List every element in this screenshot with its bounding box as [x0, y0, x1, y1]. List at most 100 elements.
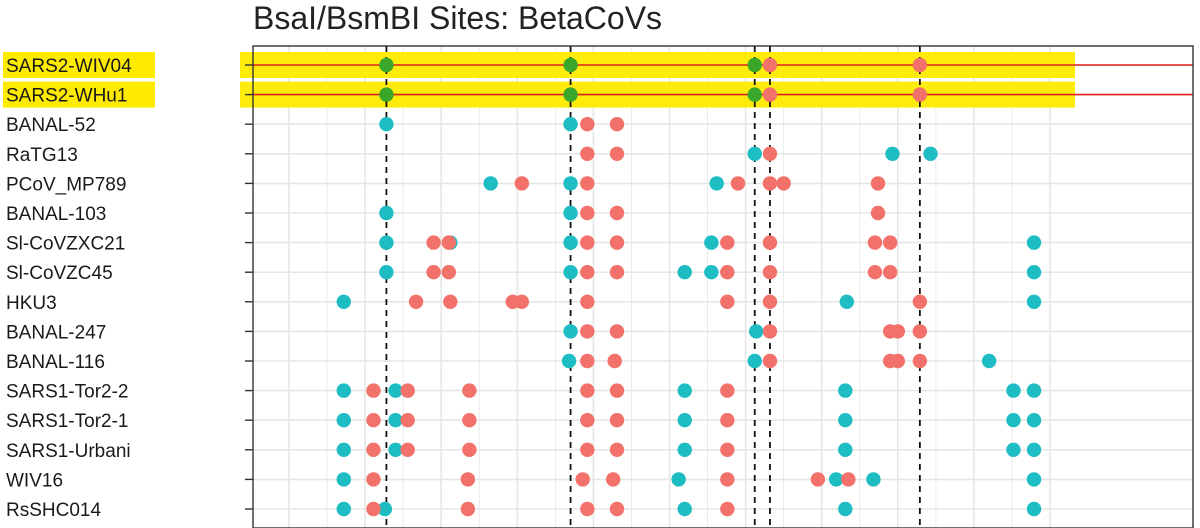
data-point-salmon [609, 235, 625, 250]
data-point-salmon [366, 472, 381, 487]
data-point-salmon [580, 442, 595, 457]
y-tick-label: RaTG13 [6, 145, 78, 166]
y-tick-label: BANAL-52 [6, 115, 96, 136]
y-tick-label: SARS2-WIV04 [6, 56, 132, 77]
y-tick-label: BANAL-247 [6, 322, 106, 343]
data-point-salmon [580, 324, 595, 339]
data-point-salmon [580, 383, 595, 398]
data-point-salmon [400, 442, 415, 457]
data-point-salmon [607, 353, 622, 369]
data-point-teal [563, 265, 578, 280]
data-point-teal [388, 383, 403, 398]
data-point-salmon [720, 235, 735, 250]
data-point-teal [561, 353, 577, 369]
data-point-teal [1026, 442, 1042, 457]
y-tick-label: RsSHC014 [6, 500, 101, 521]
data-point-salmon [730, 176, 746, 191]
data-point-salmon [762, 235, 778, 250]
data-point-teal [563, 117, 578, 132]
data-point-teal [336, 501, 351, 517]
data-point-salmon [462, 413, 477, 428]
data-point-salmon [366, 413, 381, 428]
data-point-teal [563, 176, 578, 191]
data-point-salmon [580, 146, 595, 161]
y-tick-label: BANAL-116 [6, 352, 105, 373]
data-point-salmon [912, 57, 928, 73]
plot-border [252, 45, 1194, 528]
data-point-salmon [580, 413, 595, 428]
y-tick-label: Sl-CoVZXC21 [6, 234, 125, 255]
data-point-teal [379, 117, 394, 132]
data-point-salmon [580, 353, 595, 369]
data-point-green [747, 87, 762, 102]
data-point-salmon [912, 87, 928, 102]
data-point-salmon [609, 324, 625, 339]
data-point-salmon [609, 265, 625, 280]
data-point-salmon [462, 383, 477, 398]
data-point-salmon [460, 472, 476, 487]
data-point-teal [885, 146, 900, 161]
data-point-teal [839, 294, 855, 309]
data-point-green [747, 57, 762, 73]
data-point-salmon [890, 324, 905, 339]
data-point-teal [923, 146, 938, 161]
data-point-teal [677, 383, 692, 398]
data-point-salmon [426, 265, 441, 280]
data-point-salmon [426, 235, 441, 250]
data-point-salmon [762, 265, 778, 280]
data-point-teal [379, 265, 394, 280]
data-point-salmon [460, 501, 476, 517]
data-point-salmon [867, 235, 883, 250]
data-point-teal [677, 265, 692, 280]
data-point-salmon [580, 501, 595, 517]
data-point-salmon [514, 176, 530, 191]
data-point-teal [838, 501, 853, 517]
data-point-salmon [580, 117, 595, 132]
data-point-salmon [762, 146, 778, 161]
data-point-teal [1026, 265, 1042, 280]
data-point-salmon [514, 294, 530, 309]
data-point-teal [1006, 442, 1021, 457]
data-point-salmon [776, 176, 791, 191]
data-point-salmon [720, 413, 735, 428]
data-point-salmon [408, 294, 424, 309]
data-point-salmon [441, 235, 457, 250]
data-point-teal [981, 353, 997, 369]
y-tick-label: HKU3 [6, 293, 57, 314]
data-point-salmon [400, 383, 415, 398]
y-tick-label: BANAL-103 [6, 204, 106, 225]
chart-title: BsaI/BsmBI Sites: BetaCoVs [253, 0, 663, 36]
data-point-teal [747, 353, 762, 369]
data-point-salmon [870, 176, 886, 191]
data-point-salmon [720, 472, 735, 487]
data-point-salmon [762, 87, 778, 102]
data-point-salmon [366, 383, 381, 398]
data-point-teal [866, 472, 881, 487]
data-point-teal [1026, 413, 1042, 428]
data-point-teal [336, 472, 351, 487]
data-point-teal [336, 383, 351, 398]
data-point-teal [709, 176, 724, 191]
data-point-green [563, 57, 578, 73]
data-point-teal [1026, 501, 1042, 517]
y-tick-label: WIV16 [6, 470, 63, 491]
data-point-teal [563, 205, 578, 221]
data-point-teal [483, 176, 498, 191]
data-point-salmon [580, 294, 595, 309]
data-point-salmon [609, 383, 625, 398]
data-point-salmon [720, 265, 735, 280]
data-point-teal [704, 235, 719, 250]
data-point-salmon [400, 413, 415, 428]
data-point-salmon [366, 501, 381, 517]
data-point-salmon [912, 294, 928, 309]
data-point-teal [828, 472, 844, 487]
data-point-teal [336, 294, 351, 309]
data-point-teal [563, 235, 578, 250]
data-point-salmon [580, 205, 595, 221]
data-point-salmon [762, 294, 778, 309]
data-point-salmon [609, 146, 625, 161]
data-point-salmon [609, 413, 625, 428]
data-point-salmon [366, 442, 381, 457]
data-point-salmon [810, 472, 826, 487]
data-point-salmon [882, 235, 898, 250]
